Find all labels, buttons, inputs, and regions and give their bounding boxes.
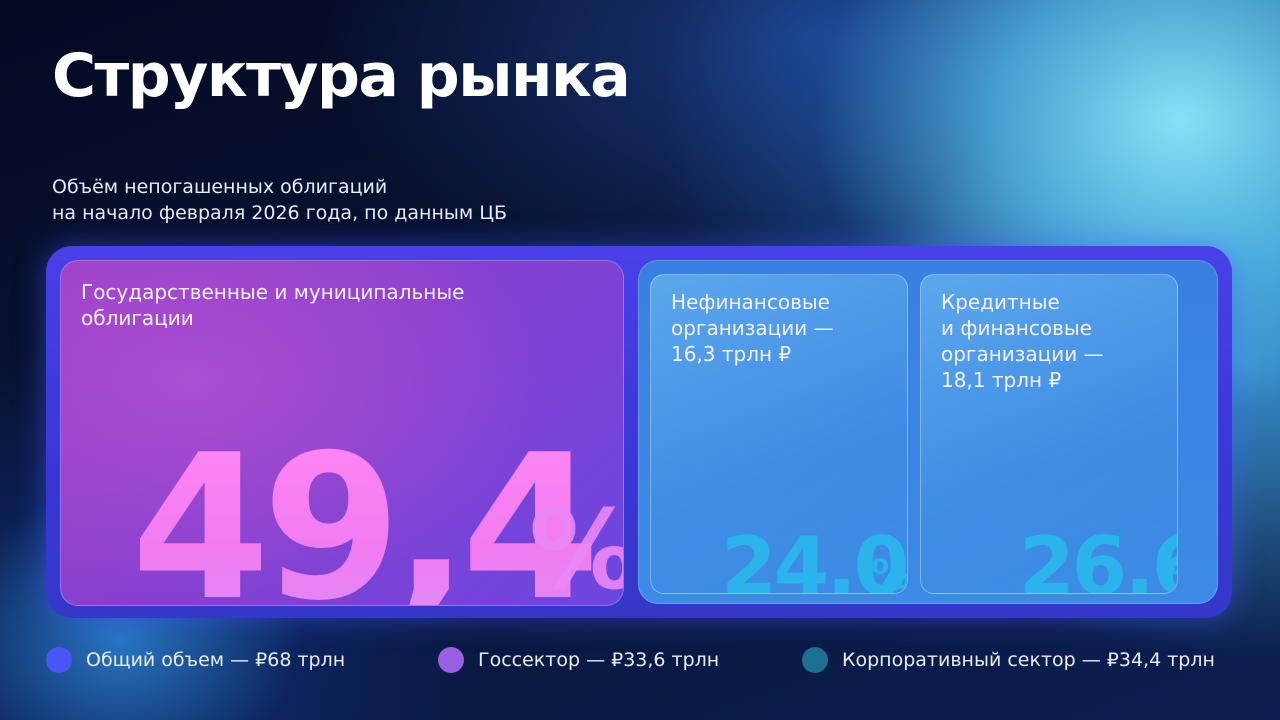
gov-share-value: 49,4	[131, 429, 600, 606]
legend-item-total: Общий объем — ₽68 трлн	[46, 647, 345, 673]
chart-subtitle: Объём непогашенных облигаций на начало ф…	[52, 174, 507, 226]
fin-label-line-2: и финансовые	[941, 316, 1092, 340]
legend-swatch-total	[46, 647, 72, 673]
nonfin-label-line-3: 16,3 трлн ₽	[671, 342, 792, 366]
nonfin-segment-label: Нефинансовые организации — 16,3 трлн ₽	[671, 289, 834, 367]
legend-label-gov: Госсектор — ₽33,6 трлн	[478, 649, 720, 671]
gov-segment-label: Государственные и муниципальные облигаци…	[81, 279, 464, 331]
nonfin-label-line-1: Нефинансовые	[671, 290, 830, 314]
fin-share-percent-sign: %	[1167, 555, 1177, 593]
page-title: Структура рынка	[52, 41, 631, 111]
legend-label-total: Общий объем — ₽68 трлн	[86, 649, 346, 671]
gov-label-line-1: Государственные и муниципальные	[81, 280, 465, 304]
legend: Общий объем — ₽68 трлн Госсектор — ₽33,6…	[0, 647, 1280, 677]
legend-swatch-gov	[438, 647, 464, 673]
legend-label-corp: Корпоративный сектор — ₽34,4 трлн	[842, 649, 1215, 671]
nonfin-share-percent-sign: %	[871, 552, 908, 594]
fin-label-line-1: Кредитные	[941, 290, 1060, 314]
gov-segment: Государственные и муниципальные облигаци…	[60, 260, 624, 606]
total-volume-block: Государственные и муниципальные облигаци…	[46, 246, 1232, 618]
fin-segment: Кредитные и финансовые организации — 18,…	[920, 274, 1178, 594]
corporate-sector-block: Нефинансовые организации — 16,3 трлн ₽ 2…	[638, 260, 1218, 604]
subtitle-line-2: на начало февраля 2026 года, по данным Ц…	[52, 202, 508, 224]
nonfin-segment: Нефинансовые организации — 16,3 трлн ₽ 2…	[650, 274, 908, 594]
gov-share-percent-sign: %	[529, 495, 623, 605]
fin-label-line-4: 18,1 трлн ₽	[941, 368, 1062, 392]
legend-item-gov: Госсектор — ₽33,6 трлн	[438, 647, 719, 673]
legend-item-corp: Корпоративный сектор — ₽34,4 трлн	[802, 647, 1215, 673]
fin-share-value: 26,6	[1019, 520, 1177, 594]
nonfin-share-value: 24,0	[721, 520, 907, 594]
subtitle-line-1: Объём непогашенных облигаций	[52, 176, 388, 198]
legend-swatch-corp	[802, 647, 828, 673]
nonfin-label-line-2: организации —	[671, 316, 834, 340]
fin-segment-label: Кредитные и финансовые организации — 18,…	[941, 289, 1104, 393]
fin-label-line-3: организации —	[941, 342, 1104, 366]
gov-label-line-2: облигации	[81, 306, 194, 330]
